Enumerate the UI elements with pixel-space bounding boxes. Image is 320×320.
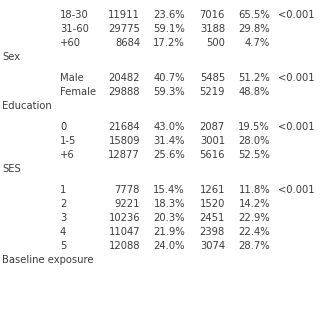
Text: 48.8%: 48.8% xyxy=(239,87,270,97)
Text: 11047: 11047 xyxy=(108,227,140,237)
Text: 3: 3 xyxy=(60,213,66,223)
Text: SES: SES xyxy=(2,164,21,174)
Text: 0: 0 xyxy=(60,122,66,132)
Text: 24.0%: 24.0% xyxy=(154,241,185,251)
Text: 8684: 8684 xyxy=(115,38,140,48)
Text: 11911: 11911 xyxy=(108,10,140,20)
Text: 51.2%: 51.2% xyxy=(238,73,270,83)
Text: 23.6%: 23.6% xyxy=(153,10,185,20)
Text: 59.1%: 59.1% xyxy=(153,24,185,34)
Text: 22.4%: 22.4% xyxy=(238,227,270,237)
Text: 12088: 12088 xyxy=(108,241,140,251)
Text: 29888: 29888 xyxy=(108,87,140,97)
Text: <0.001: <0.001 xyxy=(278,185,315,195)
Text: 65.5%: 65.5% xyxy=(238,10,270,20)
Text: 15.4%: 15.4% xyxy=(153,185,185,195)
Text: 20.3%: 20.3% xyxy=(154,213,185,223)
Text: 29775: 29775 xyxy=(108,24,140,34)
Text: 2398: 2398 xyxy=(200,227,225,237)
Text: <0.001: <0.001 xyxy=(278,122,315,132)
Text: 9221: 9221 xyxy=(115,199,140,209)
Text: Female: Female xyxy=(60,87,96,97)
Text: Education: Education xyxy=(2,101,52,111)
Text: 21684: 21684 xyxy=(108,122,140,132)
Text: 12877: 12877 xyxy=(108,150,140,160)
Text: <0.001: <0.001 xyxy=(278,10,315,20)
Text: 1261: 1261 xyxy=(199,185,225,195)
Text: 7016: 7016 xyxy=(200,10,225,20)
Text: 15809: 15809 xyxy=(108,136,140,146)
Text: 2: 2 xyxy=(60,199,66,209)
Text: 59.3%: 59.3% xyxy=(153,87,185,97)
Text: 1-5: 1-5 xyxy=(60,136,76,146)
Text: <0.001: <0.001 xyxy=(278,73,315,83)
Text: 3074: 3074 xyxy=(200,241,225,251)
Text: Baseline exposure: Baseline exposure xyxy=(2,255,93,265)
Text: 17.2%: 17.2% xyxy=(153,38,185,48)
Text: Sex: Sex xyxy=(2,52,20,62)
Text: 5219: 5219 xyxy=(199,87,225,97)
Text: 10236: 10236 xyxy=(108,213,140,223)
Text: 28.7%: 28.7% xyxy=(238,241,270,251)
Text: 29.8%: 29.8% xyxy=(238,24,270,34)
Text: 11.8%: 11.8% xyxy=(238,185,270,195)
Text: 22.9%: 22.9% xyxy=(238,213,270,223)
Text: 3001: 3001 xyxy=(200,136,225,146)
Text: 28.0%: 28.0% xyxy=(238,136,270,146)
Text: Male: Male xyxy=(60,73,84,83)
Text: 2087: 2087 xyxy=(200,122,225,132)
Text: 1: 1 xyxy=(60,185,66,195)
Text: 500: 500 xyxy=(206,38,225,48)
Text: 4.7%: 4.7% xyxy=(245,38,270,48)
Text: 25.6%: 25.6% xyxy=(153,150,185,160)
Text: 19.5%: 19.5% xyxy=(238,122,270,132)
Text: 18-30: 18-30 xyxy=(60,10,89,20)
Text: 52.5%: 52.5% xyxy=(238,150,270,160)
Text: 18.3%: 18.3% xyxy=(154,199,185,209)
Text: 3188: 3188 xyxy=(200,24,225,34)
Text: 5616: 5616 xyxy=(199,150,225,160)
Text: 43.0%: 43.0% xyxy=(154,122,185,132)
Text: +60: +60 xyxy=(60,38,81,48)
Text: 7778: 7778 xyxy=(115,185,140,195)
Text: 31-60: 31-60 xyxy=(60,24,89,34)
Text: +6: +6 xyxy=(60,150,75,160)
Text: 4: 4 xyxy=(60,227,66,237)
Text: 5485: 5485 xyxy=(200,73,225,83)
Text: 2451: 2451 xyxy=(200,213,225,223)
Text: 40.7%: 40.7% xyxy=(154,73,185,83)
Text: 21.9%: 21.9% xyxy=(153,227,185,237)
Text: 5: 5 xyxy=(60,241,66,251)
Text: 20482: 20482 xyxy=(108,73,140,83)
Text: 14.2%: 14.2% xyxy=(238,199,270,209)
Text: 1520: 1520 xyxy=(200,199,225,209)
Text: 31.4%: 31.4% xyxy=(154,136,185,146)
